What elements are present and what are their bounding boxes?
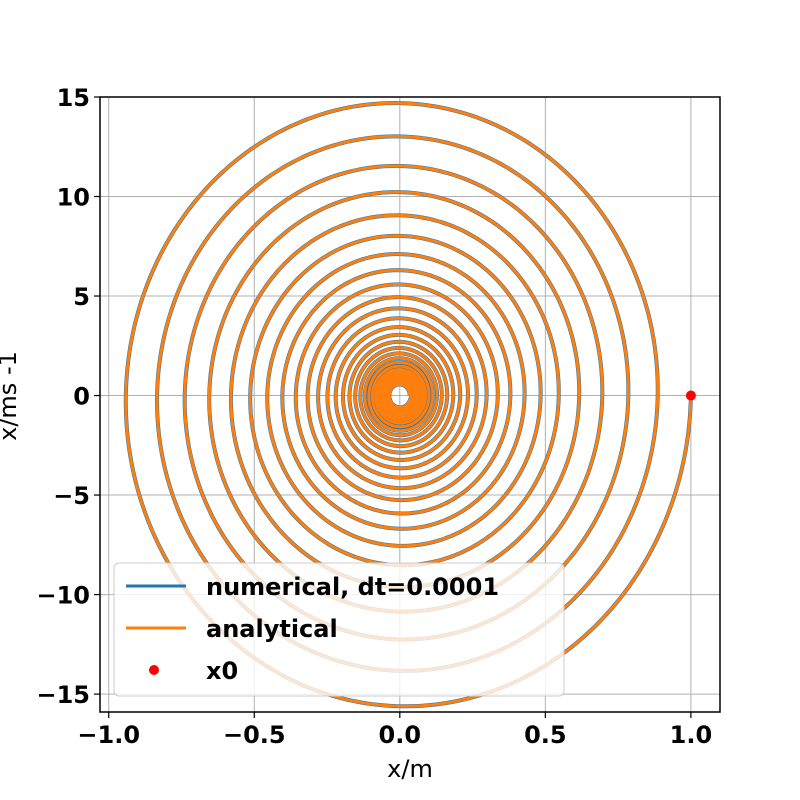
x-tick-label: 0.0 bbox=[379, 721, 422, 749]
y-tick-label: −15 bbox=[36, 681, 90, 709]
y-axis-label: x/ms -1 bbox=[0, 351, 22, 441]
legend-label-x0: x0 bbox=[206, 657, 238, 685]
x0-point bbox=[685, 390, 696, 401]
y-tick-label: 0 bbox=[73, 383, 90, 411]
x-tick-label: 1.0 bbox=[670, 721, 713, 749]
legend-label-analytical: analytical bbox=[206, 615, 338, 643]
x-tick-label: −0.5 bbox=[223, 721, 286, 749]
y-tick-label: 15 bbox=[57, 84, 90, 112]
y-tick-label: 10 bbox=[57, 184, 90, 212]
y-axis-ticks: 15 10 5 0 −5 −10 −15 bbox=[36, 84, 100, 709]
legend: numerical, dt=0.0001 analytical x0 bbox=[113, 562, 565, 697]
legend-box bbox=[113, 562, 565, 697]
x-axis-label: x/m bbox=[387, 755, 433, 783]
x-tick-label: 0.5 bbox=[524, 721, 567, 749]
plot-frame bbox=[99, 96, 721, 713]
legend-label-numerical: numerical, dt=0.0001 bbox=[206, 573, 499, 601]
y-tick-label: −10 bbox=[36, 582, 90, 610]
plot-series bbox=[123, 101, 696, 709]
y-tick-label: −5 bbox=[53, 482, 90, 510]
x-axis-ticks: −1.0 −0.5 0.0 0.5 1.0 bbox=[77, 712, 712, 749]
x-tick-label: −1.0 bbox=[77, 721, 140, 749]
legend-handle-x0 bbox=[149, 665, 159, 675]
analytical-series-line bbox=[124, 101, 693, 708]
y-tick-label: 5 bbox=[73, 283, 90, 311]
